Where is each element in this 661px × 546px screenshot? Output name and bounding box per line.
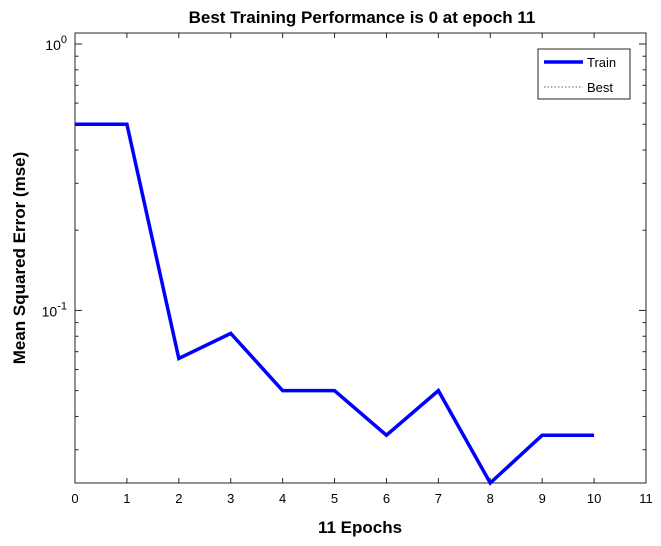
x-tick-label: 10 xyxy=(587,491,601,506)
legend-best-label: Best xyxy=(587,80,613,95)
x-tick-label: 4 xyxy=(279,491,286,506)
x-tick-label: 1 xyxy=(123,491,130,506)
legend: Train Best xyxy=(537,48,631,100)
x-tick-label: 0 xyxy=(71,491,78,506)
x-axis: 0 1 2 3 4 5 6 7 8 9 10 11 xyxy=(71,33,653,506)
x-axis-label: 11 Epochs xyxy=(318,518,402,537)
x-tick-label: 6 xyxy=(383,491,390,506)
x-tick-label: 3 xyxy=(227,491,234,506)
x-tick-label: 8 xyxy=(487,491,494,506)
y-axis-label: Mean Squared Error (mse) xyxy=(10,152,29,365)
legend-box xyxy=(537,48,631,100)
y-axis: 100 10-1 xyxy=(42,34,646,451)
x-tick-label: 9 xyxy=(539,491,546,506)
series-layer xyxy=(74,122,595,486)
plot-area xyxy=(74,32,647,484)
y-tick-label: 100 xyxy=(45,34,67,53)
x-tick-label: 2 xyxy=(175,491,182,506)
x-tick-label: 11 xyxy=(639,491,653,506)
x-tick-label: 5 xyxy=(331,491,338,506)
legend-train-label: Train xyxy=(587,55,616,70)
x-tick-label: 7 xyxy=(435,491,442,506)
chart-title: Best Training Performance is 0 at epoch … xyxy=(189,8,536,27)
y-tick-label: 10-1 xyxy=(42,300,67,319)
